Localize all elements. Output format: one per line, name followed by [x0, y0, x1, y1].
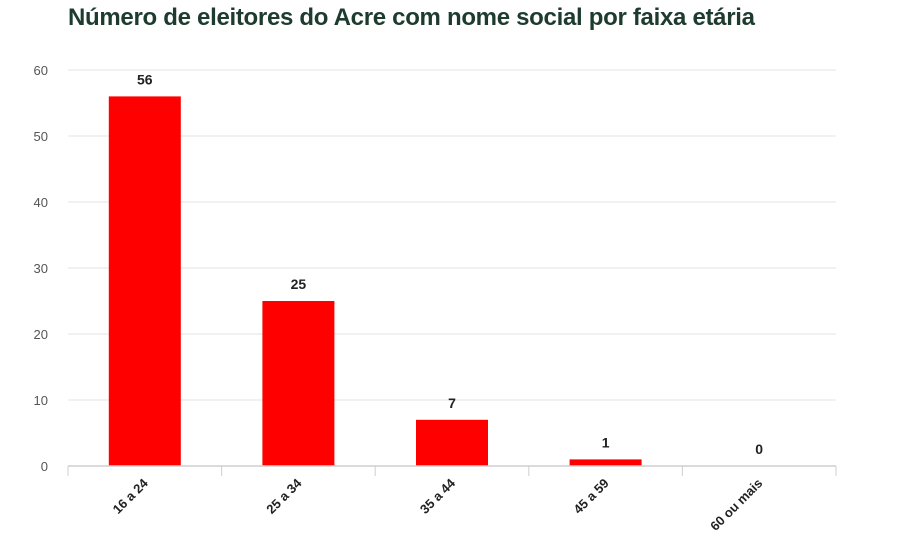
data-label: 25 [291, 276, 307, 292]
bar-1 [108, 96, 181, 467]
x-tick-label: 16 a 24 [110, 475, 152, 517]
bar-2 [262, 301, 335, 466]
x-axis-ticks: 16 a 24 25 a 34 35 a 44 45 a 59 60 ou mais [67, 466, 837, 534]
x-tick-label: 25 a 34 [263, 475, 305, 517]
x-tick-label: 35 a 44 [417, 475, 459, 517]
x-tick-label: 45 a 59 [570, 476, 611, 517]
bar-4 [569, 459, 642, 466]
y-tick-label: 60 [34, 63, 48, 78]
grid-lines [68, 69, 836, 401]
data-labels: 56 25 7 1 0 [137, 71, 763, 457]
y-tick-label: 30 [34, 261, 48, 276]
y-tick-label: 40 [34, 195, 48, 210]
y-tick-label: 0 [41, 459, 48, 474]
data-label: 0 [755, 441, 763, 457]
data-label: 7 [448, 395, 456, 411]
y-tick-label: 10 [34, 393, 48, 408]
data-label: 1 [602, 434, 610, 450]
bars [108, 96, 642, 467]
data-label: 56 [137, 71, 153, 87]
y-axis-ticks: 0 10 20 30 40 50 60 [34, 63, 48, 474]
y-tick-label: 20 [34, 327, 48, 342]
chart-title: Número de eleitores do Acre com nome soc… [68, 4, 755, 31]
bar-3 [416, 419, 488, 466]
x-tick-label: 60 ou mais [707, 476, 765, 534]
y-tick-label: 50 [34, 129, 48, 144]
